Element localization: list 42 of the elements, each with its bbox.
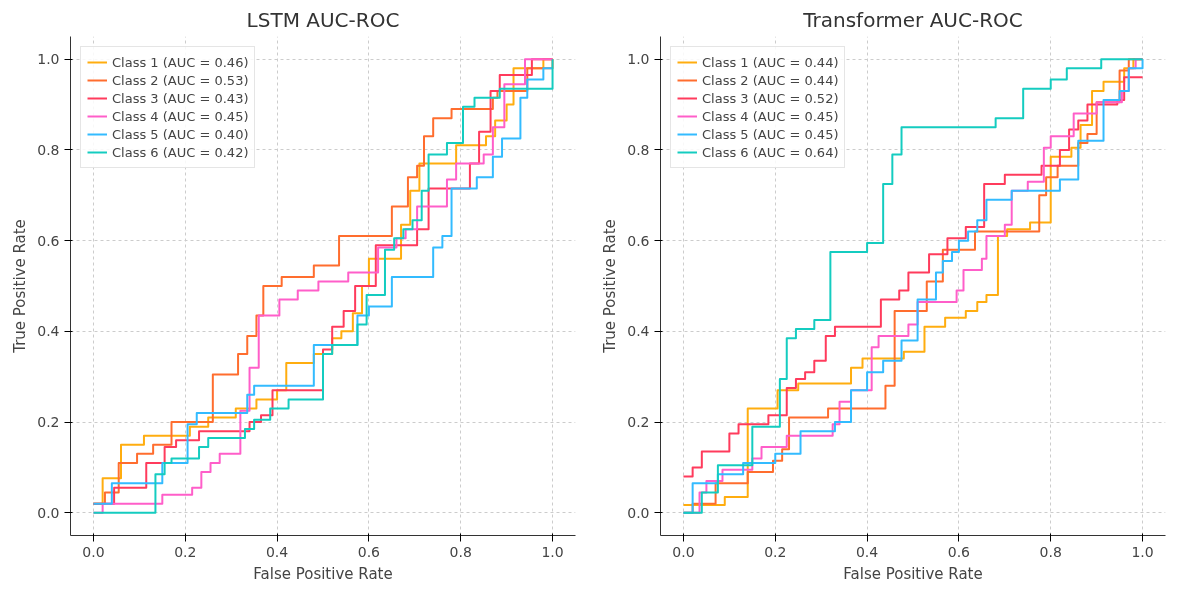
y-tick-label: 0.2 [627,414,650,431]
x-tick-label: 0.6 [357,543,381,560]
x-tick-label: 0.4 [855,543,879,560]
x-tick-label: 1.0 [541,543,564,560]
legend-label: Class 3 (AUC = 0.43) [112,89,249,107]
y-tick-label: 1.0 [37,51,60,68]
y-tick-label: 0.4 [37,323,60,340]
y-tick-label: 0.4 [627,323,650,340]
legend-label: Class 6 (AUC = 0.64) [702,143,839,161]
x-tick-label: 0.8 [449,543,472,560]
legend-label: Class 5 (AUC = 0.45) [702,125,839,143]
y-tick-label: 0.6 [37,232,60,249]
y-tick-label: 0.2 [37,414,60,431]
legend-label: Class 6 (AUC = 0.42) [112,143,249,161]
x-axis-title: False Positive Rate [253,564,393,583]
chart-title: Transformer AUC-ROC [802,7,1023,32]
x-tick-label: 0.2 [764,543,787,560]
y-tick-label: 0.6 [627,232,650,249]
x-tick-label: 0.8 [1039,543,1062,560]
chart-title: LSTM AUC-ROC [246,7,400,32]
y-tick-label: 0.8 [627,141,650,158]
x-axis-title: False Positive Rate [843,564,983,583]
y-axis-title: True Positive Rate [11,219,30,354]
x-tick-label: 0.0 [82,543,105,560]
y-tick-label: 0.8 [37,141,60,158]
x-tick-label: 0.2 [174,543,197,560]
legend-label: Class 4 (AUC = 0.45) [112,107,249,125]
x-tick-label: 1.0 [1131,543,1154,560]
legend-label: Class 2 (AUC = 0.44) [702,71,839,89]
y-tick-label: 0.0 [627,504,650,521]
legend-label: Class 2 (AUC = 0.53) [112,71,249,89]
legend-label: Class 1 (AUC = 0.44) [702,53,839,71]
y-tick-label: 0.0 [37,504,60,521]
x-tick-label: 0.0 [672,543,695,560]
x-tick-label: 0.6 [947,543,971,560]
y-axis-title: True Positive Rate [601,219,620,354]
legend-label: Class 3 (AUC = 0.52) [702,89,839,107]
x-tick-label: 0.4 [265,543,289,560]
y-tick-label: 1.0 [627,51,650,68]
legend-label: Class 1 (AUC = 0.46) [112,53,249,71]
legend-label: Class 5 (AUC = 0.40) [112,125,249,143]
legend-label: Class 4 (AUC = 0.45) [702,107,839,125]
